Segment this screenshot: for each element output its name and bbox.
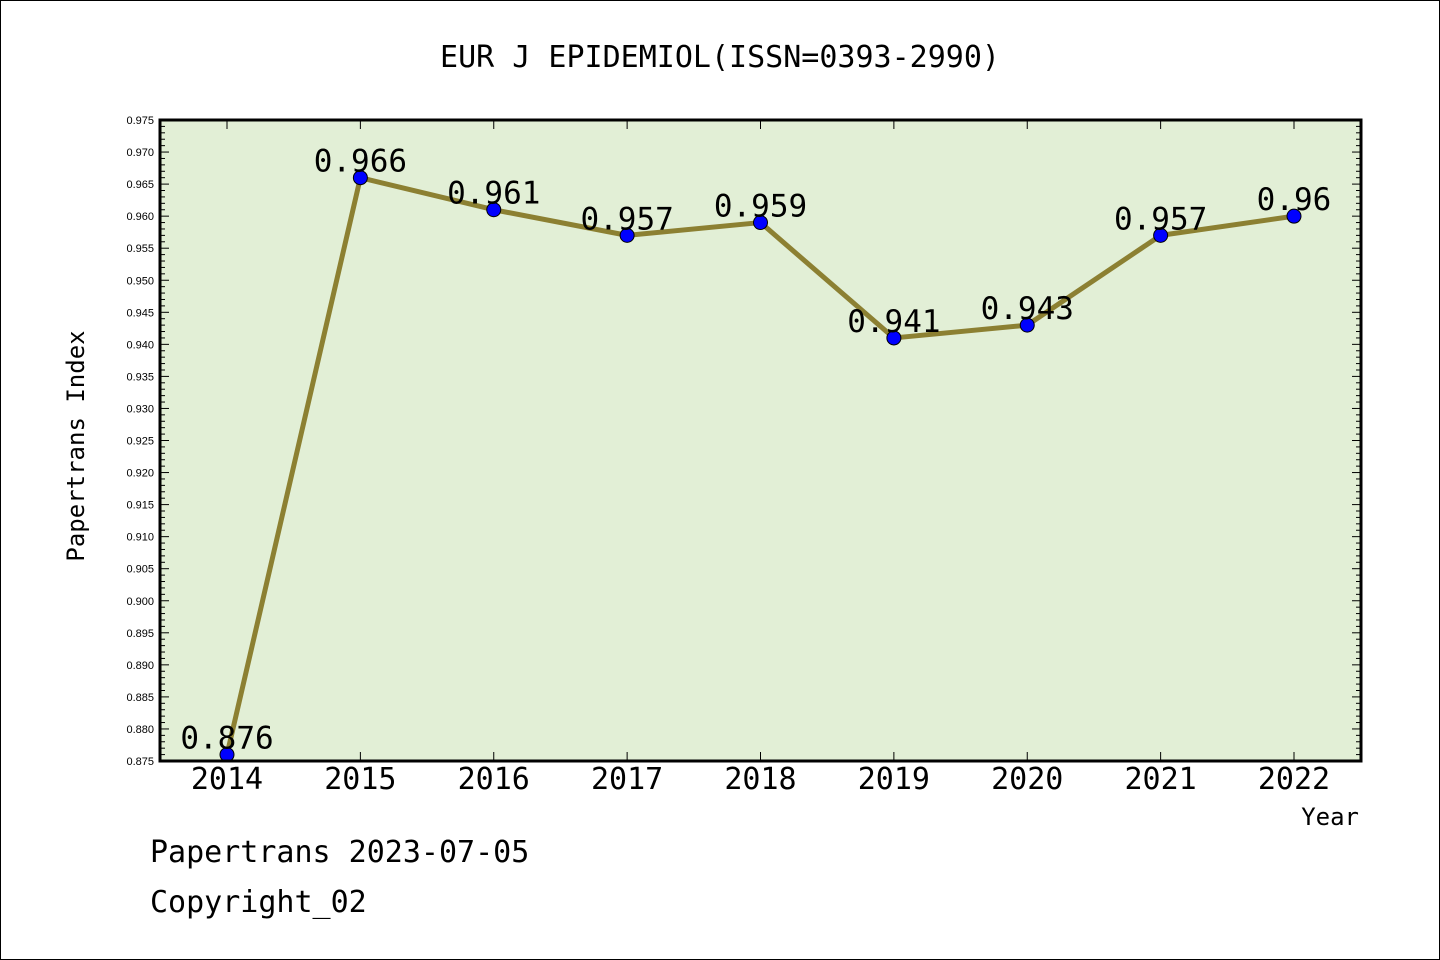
y-tick-label: 0.950 (126, 275, 154, 287)
y-tick-label: 0.890 (126, 660, 154, 672)
y-tick-label: 0.885 (126, 692, 154, 704)
x-tick-label: 2014 (191, 762, 263, 797)
data-point (352, 170, 368, 186)
data-label: 0.876 (180, 721, 273, 757)
x-tick-label: 2018 (724, 762, 796, 797)
y-axis-label: Papertrans Index (62, 330, 90, 561)
y-tick-label: 0.930 (126, 403, 154, 415)
chart-title: EUR J EPIDEMIOL(ISSN=0393-2990) (440, 40, 1000, 75)
y-tick-label: 0.925 (126, 436, 154, 448)
data-label: 0.961 (447, 176, 540, 212)
data-point (886, 330, 902, 346)
y-tick-label: 0.880 (126, 724, 154, 736)
y-tick-label: 0.975 (126, 115, 154, 127)
data-point (1286, 208, 1302, 224)
x-axis-label: Year (1301, 803, 1359, 831)
x-tick-label: 2016 (458, 762, 530, 797)
data-label: 0.966 (314, 144, 407, 180)
data-point (619, 227, 635, 243)
y-tick-label: 0.935 (126, 371, 154, 383)
y-tick-label: 0.895 (126, 628, 154, 640)
y-tick-label: 0.970 (126, 147, 154, 159)
y-tick-label: 0.955 (126, 243, 154, 255)
x-axis-tick-labels: 2014 2015 2016 2017 2018 2019 2020 2021 2022 (191, 762, 1330, 797)
data-label: 0.959 (714, 189, 807, 225)
y-tick-label: 0.940 (126, 339, 154, 351)
data-point (486, 202, 502, 218)
data-label: 0.957 (1114, 201, 1207, 237)
data-label: 0.96 (1257, 182, 1332, 218)
y-axis-tick-labels: 0.875 0.880 0.885 0.890 0.895 0.900 0.905 0.910… (126, 115, 154, 768)
data-label: 0.941 (847, 304, 940, 340)
footer-copyright-line: Copyright_02 (150, 885, 367, 920)
y-tick-label: 0.915 (126, 500, 154, 512)
y-tick-label: 0.960 (126, 211, 154, 223)
x-tick-label: 2022 (1258, 762, 1330, 797)
data-point (1019, 317, 1035, 333)
y-tick-label: 0.910 (126, 532, 154, 544)
footer-date-line: Papertrans 2023-07-05 (150, 835, 530, 870)
data-labels: 0.876 0.966 0.961 0.957 0.959 0.941 0.943 0.957… (180, 144, 1331, 757)
x-tick-label: 2020 (991, 762, 1063, 797)
plot-border (158, 118, 1363, 763)
x-tick-label: 2021 (1125, 762, 1197, 797)
y-tick-label: 0.945 (126, 307, 154, 319)
x-tick-label: 2017 (591, 762, 663, 797)
data-markers (219, 170, 1302, 763)
data-label: 0.943 (981, 291, 1074, 327)
data-label: 0.957 (580, 201, 673, 237)
x-tick-label: 2015 (324, 762, 396, 797)
y-tick-label: 0.900 (126, 596, 154, 608)
y-tick-label: 0.965 (126, 179, 154, 191)
data-point (1153, 227, 1169, 243)
y-tick-label: 0.875 (126, 756, 154, 768)
y-tick-label: 0.905 (126, 564, 154, 576)
y-tick-label: 0.920 (126, 468, 154, 480)
data-point (753, 215, 768, 231)
x-tick-label: 2019 (858, 762, 930, 797)
